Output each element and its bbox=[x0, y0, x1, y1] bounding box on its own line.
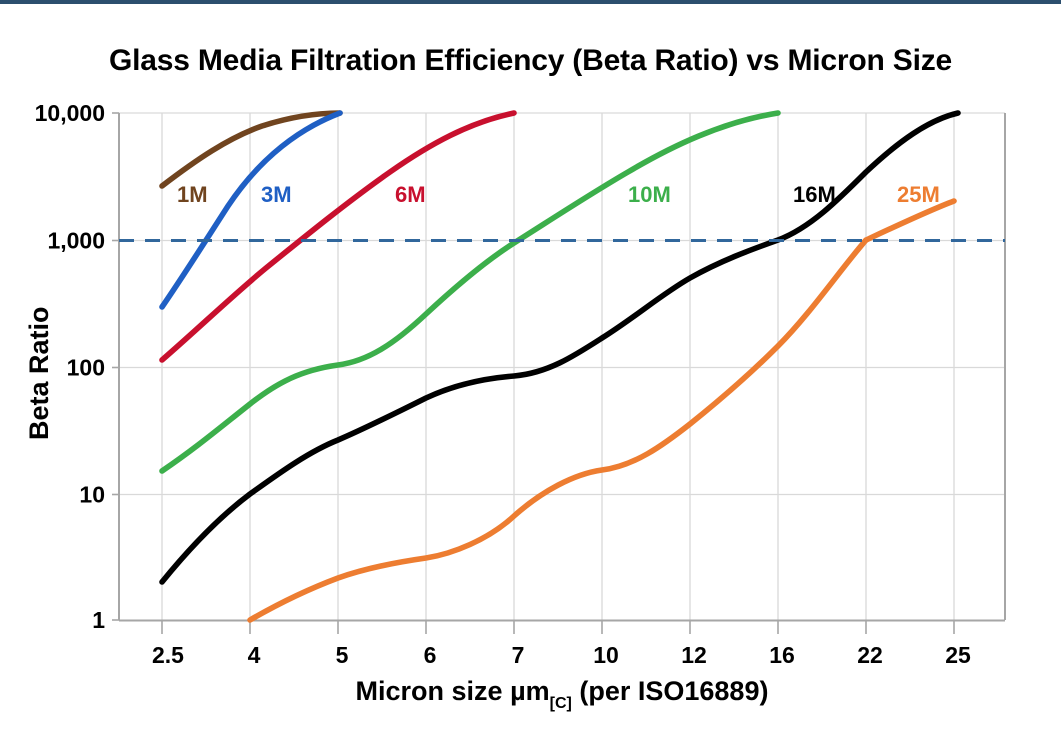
x-tick-label-0: 2.5 bbox=[152, 642, 184, 668]
series-labels: 1M 3M 6M 10M 16M 25M bbox=[177, 182, 940, 207]
x-tick-label-7: 16 bbox=[769, 642, 795, 668]
series-label-25m: 25M bbox=[897, 182, 940, 207]
x-axis-labels: 2.5 4 5 6 7 10 12 16 22 25 bbox=[152, 642, 971, 668]
series-label-10m: 10M bbox=[628, 182, 671, 207]
series-line-25m bbox=[247, 198, 957, 623]
x-tick-label-8: 22 bbox=[857, 642, 883, 668]
plot-area bbox=[119, 113, 1005, 620]
axis-frame bbox=[118, 113, 1006, 622]
series-label-1m: 1M bbox=[177, 182, 208, 207]
y-tickmarks bbox=[112, 112, 119, 621]
x-axis-title-subscript: [C] bbox=[550, 695, 572, 712]
x-tick-label-2: 5 bbox=[336, 642, 349, 668]
x-tick-label-1: 4 bbox=[248, 642, 261, 668]
top-accent-bar bbox=[0, 0, 1061, 4]
series-line-10m bbox=[159, 110, 781, 474]
series-label-6m: 6M bbox=[395, 182, 426, 207]
series-line-3m bbox=[159, 110, 343, 310]
y-tick-label-10000: 10,000 bbox=[35, 100, 105, 126]
x-axis-title-tail: (per ISO16889) bbox=[572, 676, 769, 706]
y-tick-label-10: 10 bbox=[79, 482, 105, 508]
x-axis-title: Micron size µm[C] (per ISO16889) bbox=[356, 676, 769, 712]
x-tick-label-4: 7 bbox=[512, 642, 525, 668]
y-axis-labels: 10,000 1,000 100 10 1 bbox=[35, 100, 106, 633]
x-tick-label-6: 12 bbox=[681, 642, 707, 668]
x-tickmarks bbox=[161, 620, 955, 634]
x-tick-label-9: 25 bbox=[945, 642, 971, 668]
series-line-1m bbox=[159, 110, 343, 189]
x-tick-label-3: 6 bbox=[424, 642, 437, 668]
series-line-16m bbox=[159, 110, 961, 585]
series-label-3m: 3M bbox=[261, 182, 292, 207]
series-line-6m bbox=[159, 110, 517, 363]
x-axis-title-main: Micron size µm bbox=[356, 676, 550, 706]
y-tick-label-1000: 1,000 bbox=[47, 228, 105, 254]
y-axis-title: Beta Ratio bbox=[24, 306, 54, 440]
y-tick-label-1: 1 bbox=[92, 607, 105, 633]
page-title: Glass Media Filtration Efficiency (Beta … bbox=[108, 44, 952, 77]
y-tick-label-100: 100 bbox=[67, 355, 105, 381]
x-tick-label-5: 10 bbox=[593, 642, 619, 668]
series-label-16m: 16M bbox=[793, 182, 836, 207]
